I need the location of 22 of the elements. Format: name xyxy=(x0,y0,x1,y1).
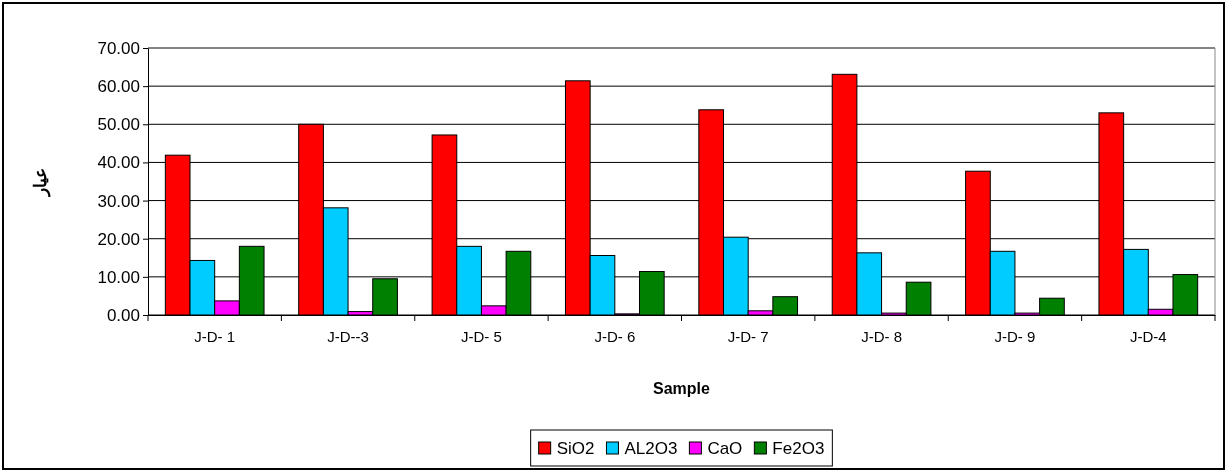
x-tick-label: J-D- 8 xyxy=(861,328,902,345)
y-tick-label: 70.00 xyxy=(97,38,140,58)
x-tick-label: J-D- 1 xyxy=(194,328,236,345)
y-tick-label: 10.00 xyxy=(97,267,140,287)
y-tick-label: 60.00 xyxy=(97,77,140,97)
legend-label: SiO2 xyxy=(556,439,595,458)
y-tick-label: 40.00 xyxy=(97,153,140,173)
y-tick-label: 0.00 xyxy=(106,305,140,325)
y-tick-label: 50.00 xyxy=(97,115,140,135)
x-tick-label: J-D--3 xyxy=(327,328,369,345)
x-tick-label: J-D- 6 xyxy=(594,328,636,345)
legend-label: Fe2O3 xyxy=(772,439,825,458)
legend-label: AL2O3 xyxy=(624,439,678,458)
y-tick-label: 30.00 xyxy=(97,191,140,211)
y-tick-label: 20.00 xyxy=(97,229,140,249)
x-tick-label: J-D- 7 xyxy=(727,328,769,345)
x-tick-label: J-D-4 xyxy=(1129,328,1167,345)
x-tick-label: J-D- 9 xyxy=(994,328,1036,345)
x-tick-label: J-D- 5 xyxy=(461,328,502,345)
legend-label: CaO xyxy=(707,439,743,458)
y-axis-title: عيار xyxy=(31,167,51,198)
x-axis-title: Sample xyxy=(653,380,711,397)
